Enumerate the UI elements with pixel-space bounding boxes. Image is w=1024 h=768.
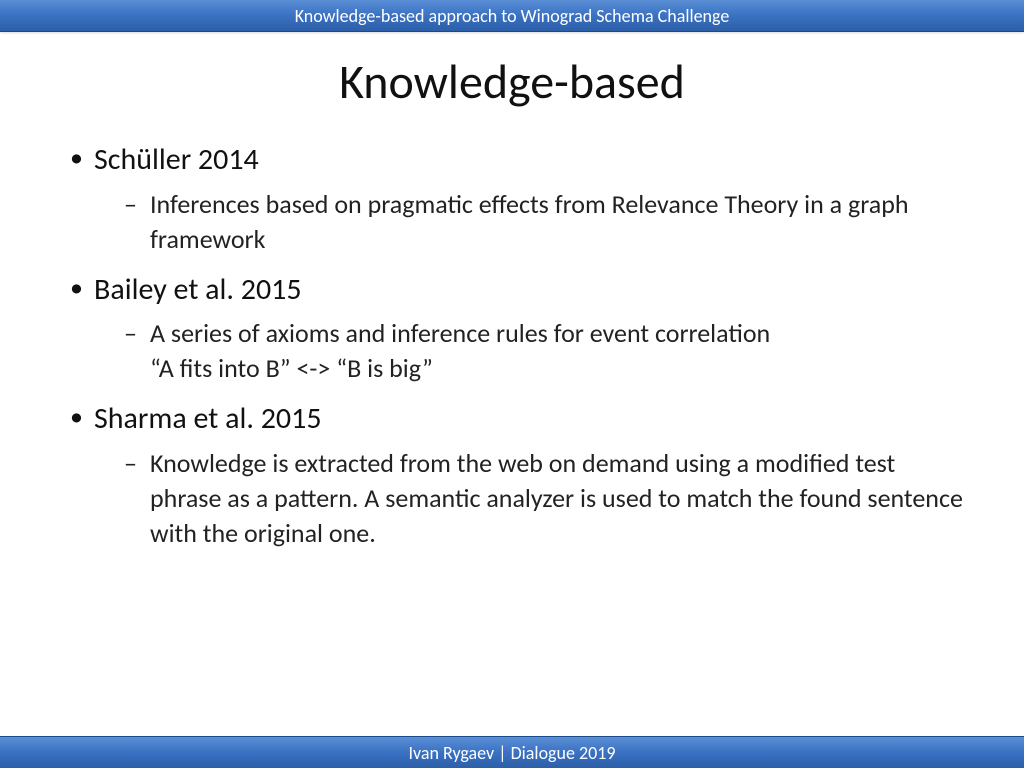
sub-list: Inferences based on pragmatic effects fr… (94, 187, 964, 257)
list-item: Sharma et al. 2015 Knowledge is extracte… (60, 400, 964, 551)
footer-bar: Ivan Rygaev | Dialogue 2019 (0, 736, 1024, 768)
list-item: Schüller 2014 Inferences based on pragma… (60, 141, 964, 257)
sub-text: Inferences based on pragmatic effects fr… (150, 188, 909, 255)
slide: Knowledge-based approach to Winograd Sch… (0, 0, 1024, 768)
bullet-list: Schüller 2014 Inferences based on pragma… (60, 141, 964, 551)
sub-list: A series of axioms and inference rules f… (94, 316, 964, 386)
slide-content: Schüller 2014 Inferences based on pragma… (0, 111, 1024, 551)
sub-text: Knowledge is extracted from the web on d… (150, 447, 963, 549)
sub-item: A series of axioms and inference rules f… (94, 316, 964, 386)
footer-text: Ivan Rygaev | Dialogue 2019 (408, 742, 615, 764)
sub-item: Knowledge is extracted from the web on d… (94, 446, 964, 551)
sub-item: Inferences based on pragmatic effects fr… (94, 187, 964, 257)
sub-text-extra: “A fits into B” <-> “B is big” (150, 351, 964, 386)
item-heading: Bailey et al. 2015 (94, 271, 302, 308)
header-bar: Knowledge-based approach to Winograd Sch… (0, 0, 1024, 32)
list-item: Bailey et al. 2015 A series of axioms an… (60, 271, 964, 387)
sub-text: A series of axioms and inference rules f… (150, 317, 770, 349)
item-heading: Sharma et al. 2015 (94, 400, 322, 437)
slide-title: Knowledge-based (0, 52, 1024, 111)
header-title: Knowledge-based approach to Winograd Sch… (295, 5, 730, 27)
item-heading: Schüller 2014 (94, 141, 259, 178)
sub-list: Knowledge is extracted from the web on d… (94, 446, 964, 551)
